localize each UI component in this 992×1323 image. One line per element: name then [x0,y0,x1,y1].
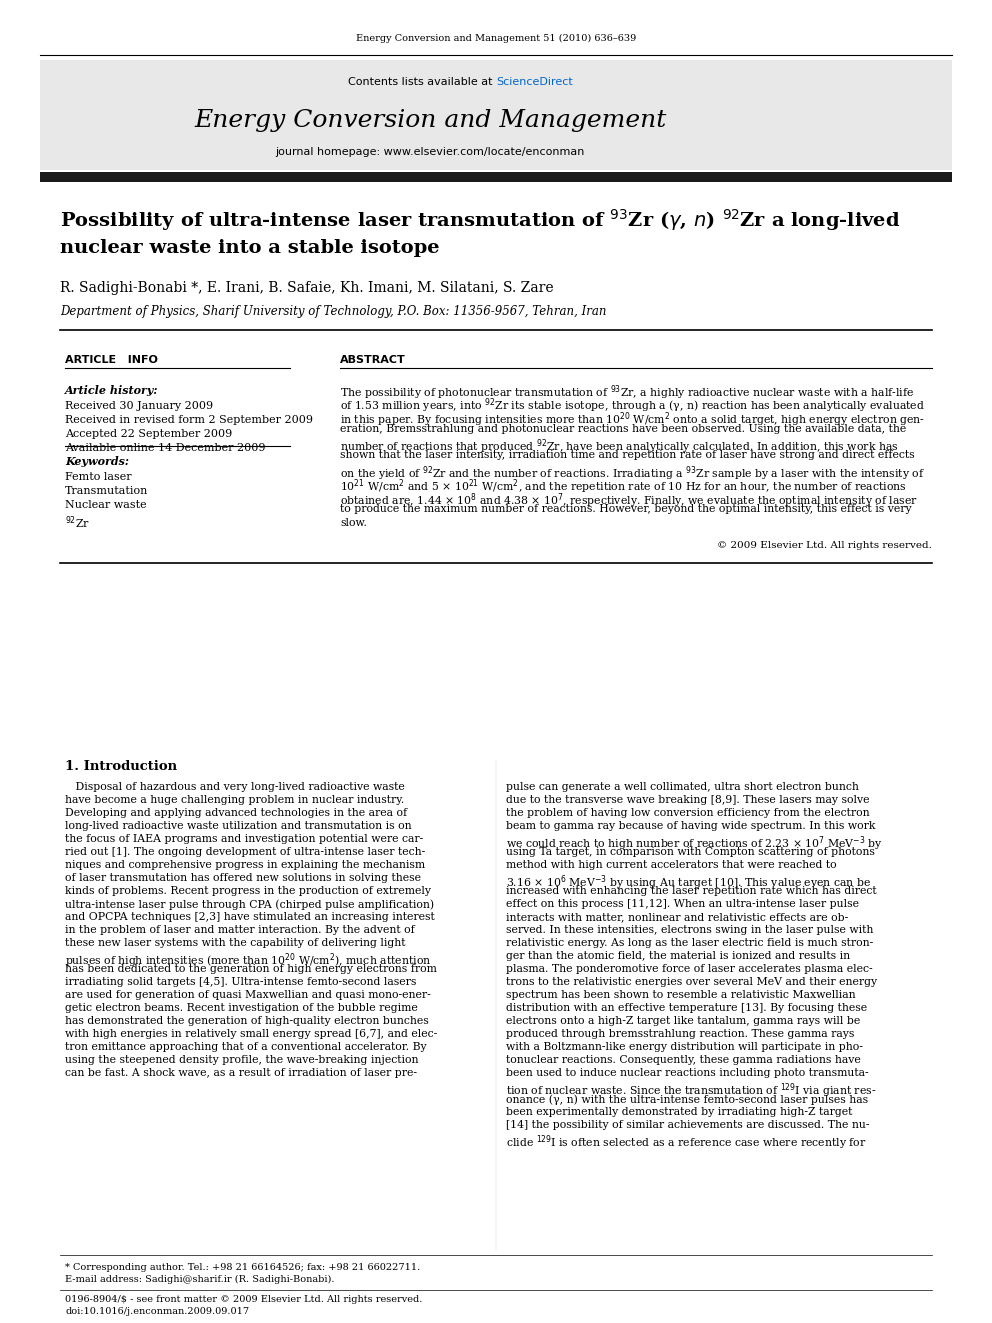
Text: E-mail address: Sadighi@sharif.ir (R. Sadighi-Bonabi).: E-mail address: Sadighi@sharif.ir (R. Sa… [65,1275,334,1285]
Text: can be fast. A shock wave, as a result of irradiation of laser pre-: can be fast. A shock wave, as a result o… [65,1068,417,1078]
Text: effect on this process [11,12]. When an ultra-intense laser pulse: effect on this process [11,12]. When an … [506,900,859,909]
Text: of 1.53 million years, into $^{92}$Zr its stable isotope, through a (γ, n) react: of 1.53 million years, into $^{92}$Zr it… [340,397,925,415]
Text: kinds of problems. Recent progress in the production of extremely: kinds of problems. Recent progress in th… [65,886,431,896]
Text: pulse can generate a well collimated, ultra short electron bunch: pulse can generate a well collimated, ul… [506,782,859,792]
Text: trons to the relativistic energies over several MeV and their energy: trons to the relativistic energies over … [506,976,877,987]
Text: we could reach to high number of reactions of 2.23 × 10$^7$ MeV$^{-3}$ by: we could reach to high number of reactio… [506,833,883,852]
Text: doi:10.1016/j.enconman.2009.09.017: doi:10.1016/j.enconman.2009.09.017 [65,1307,249,1316]
Text: are used for generation of quasi Maxwellian and quasi mono-ener-: are used for generation of quasi Maxwell… [65,990,431,1000]
Text: ARTICLE   INFO: ARTICLE INFO [65,355,158,365]
Text: been experimentally demonstrated by irradiating high-Z target: been experimentally demonstrated by irra… [506,1107,852,1117]
Text: The possibility of photonuclear transmutation of $^{93}$Zr, a highly radioactive: The possibility of photonuclear transmut… [340,382,915,402]
Text: has demonstrated the generation of high-quality electron bunches: has demonstrated the generation of high-… [65,1016,429,1027]
Text: interacts with matter, nonlinear and relativistic effects are ob-: interacts with matter, nonlinear and rel… [506,912,848,922]
Text: method with high current accelerators that were reached to: method with high current accelerators th… [506,860,836,871]
Text: Energy Conversion and Management 51 (2010) 636–639: Energy Conversion and Management 51 (201… [356,33,636,42]
Text: the problem of having low conversion efficiency from the electron: the problem of having low conversion eff… [506,808,870,818]
Text: Femto laser: Femto laser [65,472,132,482]
Text: 10$^{21}$ W/cm$^{2}$ and 5 × 10$^{21}$ W/cm$^{2}$, and the repetition rate of 10: 10$^{21}$ W/cm$^{2}$ and 5 × 10$^{21}$ W… [340,478,907,496]
Text: Received 30 January 2009: Received 30 January 2009 [65,401,213,411]
Text: clide $^{129}$I is often selected as a reference case where recently for: clide $^{129}$I is often selected as a r… [506,1132,867,1151]
Text: in the problem of laser and matter interaction. By the advent of: in the problem of laser and matter inter… [65,925,415,935]
Text: distribution with an effective temperature [13]. By focusing these: distribution with an effective temperatu… [506,1003,867,1013]
Text: Article history:: Article history: [65,385,159,396]
Text: these new laser systems with the capability of delivering light: these new laser systems with the capabil… [65,938,406,949]
Text: Keywords:: Keywords: [65,456,129,467]
Text: tonuclear reactions. Consequently, these gamma radiations have: tonuclear reactions. Consequently, these… [506,1054,861,1065]
Bar [40,172,952,183]
Text: Accepted 22 September 2009: Accepted 22 September 2009 [65,429,232,439]
Text: niques and comprehensive progress in explaining the mechanism: niques and comprehensive progress in exp… [65,860,426,871]
Text: using the steepened density profile, the wave-breaking injection: using the steepened density profile, the… [65,1054,419,1065]
Text: number of reactions that produced $^{92}$Zr, have been analytically calculated. : number of reactions that produced $^{92}… [340,437,899,455]
Text: * Corresponding author. Tel.: +98 21 66164526; fax: +98 21 66022711.: * Corresponding author. Tel.: +98 21 661… [65,1263,421,1271]
Text: eration, Bremsstrahlung and photonuclear reactions have been observed. Using the: eration, Bremsstrahlung and photonuclear… [340,423,907,434]
Text: 3.16 × 10$^6$ MeV$^{-3}$ by using Au target [10]. This value even can be: 3.16 × 10$^6$ MeV$^{-3}$ by using Au tar… [506,873,871,892]
Text: and OPCPA techniques [2,3] have stimulated an increasing interest: and OPCPA techniques [2,3] have stimulat… [65,912,434,922]
Text: Contents lists available at: Contents lists available at [348,77,496,87]
Text: pulses of high intensities (more than 10$^{20}$ W/cm$^2$), much attention: pulses of high intensities (more than 10… [65,951,432,970]
Text: Energy Conversion and Management: Energy Conversion and Management [193,108,666,131]
Text: tron emittance approaching that of a conventional accelerator. By: tron emittance approaching that of a con… [65,1043,427,1052]
Text: spectrum has been shown to resemble a relativistic Maxwellian: spectrum has been shown to resemble a re… [506,990,856,1000]
Text: Department of Physics, Sharif University of Technology, P.O. Box: 11356-9567, Te: Department of Physics, Sharif University… [60,306,606,319]
Text: plasma. The ponderomotive force of laser accelerates plasma elec-: plasma. The ponderomotive force of laser… [506,964,873,974]
Text: obtained are, 1.44 × 10$^8$ and 4.38 × 10$^7$, respectively. Finally, we evaluat: obtained are, 1.44 × 10$^8$ and 4.38 × 1… [340,491,918,509]
Text: Received in revised form 2 September 2009: Received in revised form 2 September 200… [65,415,313,425]
Text: nuclear waste into a stable isotope: nuclear waste into a stable isotope [60,239,439,257]
Bar [40,60,952,169]
Text: produced through bremsstrahlung reaction. These gamma rays: produced through bremsstrahlung reaction… [506,1029,854,1039]
Text: R. Sadighi-Bonabi *, E. Irani, B. Safaie, Kh. Imani, M. Silatani, S. Zare: R. Sadighi-Bonabi *, E. Irani, B. Safaie… [60,280,554,295]
Text: getic electron beams. Recent investigation of the bubble regime: getic electron beams. Recent investigati… [65,1003,418,1013]
Text: © 2009 Elsevier Ltd. All rights reserved.: © 2009 Elsevier Ltd. All rights reserved… [717,541,932,550]
Text: have become a huge challenging problem in nuclear industry.: have become a huge challenging problem i… [65,795,405,804]
Text: Transmutation: Transmutation [65,486,149,496]
Text: with high energies in relatively small energy spread [6,7], and elec-: with high energies in relatively small e… [65,1029,437,1039]
Text: 1. Introduction: 1. Introduction [65,759,178,773]
Text: increased with enhancing the laser repetition rate which has direct: increased with enhancing the laser repet… [506,886,877,896]
Text: electrons onto a high-Z target like tantalum, gamma rays will be: electrons onto a high-Z target like tant… [506,1016,860,1027]
Text: [14] the possibility of similar achievements are discussed. The nu-: [14] the possibility of similar achievem… [506,1121,870,1130]
Text: 0196-8904/$ - see front matter © 2009 Elsevier Ltd. All rights reserved.: 0196-8904/$ - see front matter © 2009 El… [65,1295,423,1304]
Text: with a Boltzmann-like energy distribution will participate in pho-: with a Boltzmann-like energy distributio… [506,1043,863,1052]
Text: ABSTRACT: ABSTRACT [340,355,406,365]
Text: been used to induce nuclear reactions including photo transmuta-: been used to induce nuclear reactions in… [506,1068,869,1078]
Text: using Ta target, in comparison with Compton scattering of photons: using Ta target, in comparison with Comp… [506,847,875,857]
Text: to produce the maximum number of reactions. However, beyond the optimal intensit: to produce the maximum number of reactio… [340,504,912,515]
Text: ScienceDirect: ScienceDirect [496,77,572,87]
Text: slow.: slow. [340,519,367,528]
Text: beam to gamma ray because of having wide spectrum. In this work: beam to gamma ray because of having wide… [506,822,876,831]
Text: tion of nuclear waste. Since the transmutation of $^{129}$I via giant res-: tion of nuclear waste. Since the transmu… [506,1081,876,1099]
Text: long-lived radioactive waste utilization and transmutation is on: long-lived radioactive waste utilization… [65,822,412,831]
Text: onance (γ, n) with the ultra-intense femto-second laser pulses has: onance (γ, n) with the ultra-intense fem… [506,1094,868,1105]
Text: of laser transmutation has offered new solutions in solving these: of laser transmutation has offered new s… [65,873,421,882]
Text: Disposal of hazardous and very long-lived radioactive waste: Disposal of hazardous and very long-live… [65,782,405,792]
Text: ultra-intense laser pulse through CPA (chirped pulse amplification): ultra-intense laser pulse through CPA (c… [65,900,434,910]
Text: has been dedicated to the generation of high energy electrons from: has been dedicated to the generation of … [65,964,436,974]
Text: Possibility of ultra-intense laser transmutation of $^{93}$Zr ($\gamma$, $n$) $^: Possibility of ultra-intense laser trans… [60,208,901,233]
Text: in this paper. By focusing intensities more than 10$^{20}$ W/cm$^{2}$ onto a sol: in this paper. By focusing intensities m… [340,410,926,429]
Text: the focus of IAEA programs and investigation potential were car-: the focus of IAEA programs and investiga… [65,833,424,844]
Text: ried out [1]. The ongoing development of ultra-intense laser tech-: ried out [1]. The ongoing development of… [65,847,426,857]
Text: relativistic energy. As long as the laser electric field is much stron-: relativistic energy. As long as the lase… [506,938,873,949]
Text: irradiating solid targets [4,5]. Ultra-intense femto-second lasers: irradiating solid targets [4,5]. Ultra-i… [65,976,417,987]
Text: Nuclear waste: Nuclear waste [65,500,147,509]
Text: due to the transverse wave breaking [8,9]. These lasers may solve: due to the transverse wave breaking [8,9… [506,795,870,804]
Text: on the yield of $^{92}$Zr and the number of reactions. Irradiating a $^{93}$Zr s: on the yield of $^{92}$Zr and the number… [340,464,925,483]
Text: $^{92}$Zr: $^{92}$Zr [65,515,90,531]
Text: ger than the atomic field, the material is ionized and results in: ger than the atomic field, the material … [506,951,850,960]
Text: shown that the laser intensity, irradiation time and repetition rate of laser ha: shown that the laser intensity, irradiat… [340,451,915,460]
Text: served. In these intensities, electrons swing in the laser pulse with: served. In these intensities, electrons … [506,925,873,935]
Text: journal homepage: www.elsevier.com/locate/enconman: journal homepage: www.elsevier.com/locat… [276,147,584,157]
Text: Developing and applying advanced technologies in the area of: Developing and applying advanced technol… [65,808,407,818]
Text: Available online 14 December 2009: Available online 14 December 2009 [65,443,266,452]
